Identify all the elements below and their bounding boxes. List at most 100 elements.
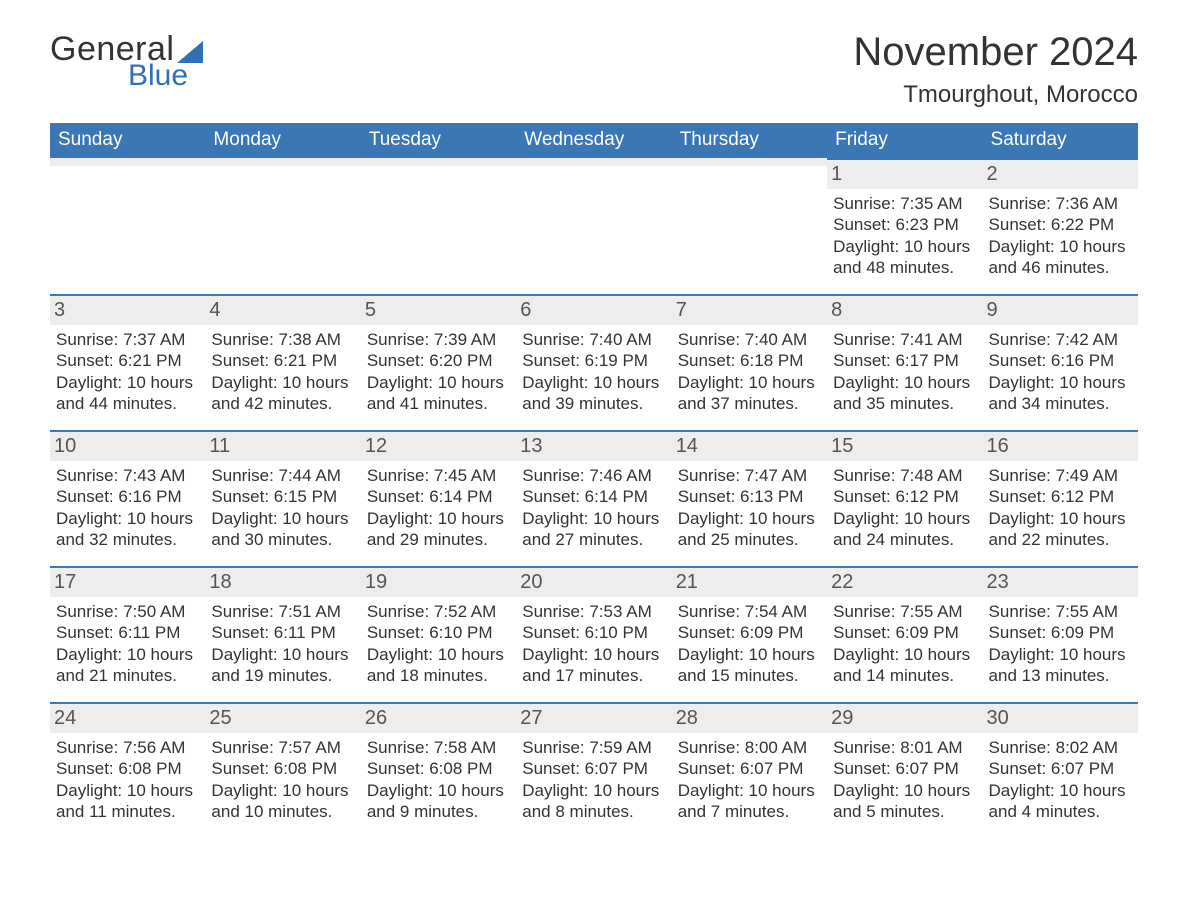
daynum-strip: 10 <box>50 430 205 461</box>
sunset-line: Sunset: 6:21 PM <box>211 350 354 371</box>
calendar-cell: 10Sunrise: 7:43 AMSunset: 6:16 PMDayligh… <box>50 430 205 566</box>
day-number: 16 <box>987 435 1009 457</box>
cell-body: Sunrise: 7:40 AMSunset: 6:19 PMDaylight:… <box>522 329 665 414</box>
daylight-line: Daylight: 10 hours and 30 minutes. <box>211 508 354 551</box>
daynum-strip: 20 <box>516 566 671 597</box>
daynum-strip: 22 <box>827 566 982 597</box>
daylight-line: Daylight: 10 hours and 19 minutes. <box>211 644 354 687</box>
sunrise-line: Sunrise: 7:48 AM <box>833 465 976 486</box>
sunrise-line: Sunrise: 7:52 AM <box>367 601 510 622</box>
cell-body: Sunrise: 7:40 AMSunset: 6:18 PMDaylight:… <box>678 329 821 414</box>
calendar-cell: 21Sunrise: 7:54 AMSunset: 6:09 PMDayligh… <box>672 566 827 702</box>
sunrise-line: Sunrise: 7:40 AM <box>522 329 665 350</box>
cell-body: Sunrise: 7:44 AMSunset: 6:15 PMDaylight:… <box>211 465 354 550</box>
cell-body: Sunrise: 7:36 AMSunset: 6:22 PMDaylight:… <box>989 193 1132 278</box>
sunrise-line: Sunrise: 7:55 AM <box>833 601 976 622</box>
daynum-strip: 18 <box>205 566 360 597</box>
daynum-strip: 26 <box>361 702 516 733</box>
daynum-strip: 3 <box>50 294 205 325</box>
day-number: 18 <box>209 571 231 593</box>
daynum-strip: 2 <box>983 158 1138 189</box>
day-number: 29 <box>831 707 853 729</box>
daynum-strip <box>672 158 827 166</box>
day-number: 7 <box>676 299 687 321</box>
calendar-cell: 30Sunrise: 8:02 AMSunset: 6:07 PMDayligh… <box>983 702 1138 838</box>
cell-body: Sunrise: 7:59 AMSunset: 6:07 PMDaylight:… <box>522 737 665 822</box>
sunset-line: Sunset: 6:14 PM <box>522 486 665 507</box>
calendar-cell: 28 Sunrise: 8:00 AMSunset: 6:07 PMDayligh… <box>672 702 827 838</box>
calendar-cell <box>205 158 360 294</box>
sunrise-line: Sunrise: 7:37 AM <box>56 329 199 350</box>
day-header-saturday: Saturday <box>983 123 1138 158</box>
calendar-cell: 15Sunrise: 7:48 AMSunset: 6:12 PMDayligh… <box>827 430 982 566</box>
daynum-strip: 9 <box>983 294 1138 325</box>
sunrise-line: Sunrise: 7:44 AM <box>211 465 354 486</box>
sunrise-line: Sunrise: 7:38 AM <box>211 329 354 350</box>
calendar-cell: 4Sunrise: 7:38 AMSunset: 6:21 PMDaylight… <box>205 294 360 430</box>
cell-body: Sunrise: 7:46 AMSunset: 6:14 PMDaylight:… <box>522 465 665 550</box>
day-number: 17 <box>54 571 76 593</box>
sunrise-line: Sunrise: 7:35 AM <box>833 193 976 214</box>
day-number: 25 <box>209 707 231 729</box>
calendar-cell: 9Sunrise: 7:42 AMSunset: 6:16 PMDaylight… <box>983 294 1138 430</box>
cell-body: Sunrise: 7:55 AMSunset: 6:09 PMDaylight:… <box>833 601 976 686</box>
cell-body: Sunrise: 7:58 AMSunset: 6:08 PMDaylight:… <box>367 737 510 822</box>
day-header-monday: Monday <box>205 123 360 158</box>
day-header-tuesday: Tuesday <box>361 123 516 158</box>
cell-body: Sunrise: 7:47 AMSunset: 6:13 PMDaylight:… <box>678 465 821 550</box>
cell-body: Sunrise: 7:51 AMSunset: 6:11 PMDaylight:… <box>211 601 354 686</box>
sunset-line: Sunset: 6:17 PM <box>833 350 976 371</box>
daylight-line: Daylight: 10 hours and 5 minutes. <box>833 780 976 823</box>
daylight-line: Daylight: 10 hours and 9 minutes. <box>367 780 510 823</box>
calendar-cell: 2 Sunrise: 7:36 AMSunset: 6:22 PMDaylight… <box>983 158 1138 294</box>
sunrise-line: Sunrise: 7:46 AM <box>522 465 665 486</box>
week-row: 10Sunrise: 7:43 AMSunset: 6:16 PMDayligh… <box>50 430 1138 566</box>
calendar-cell: 11Sunrise: 7:44 AMSunset: 6:15 PMDayligh… <box>205 430 360 566</box>
sunrise-line: Sunrise: 7:39 AM <box>367 329 510 350</box>
sunrise-line: Sunrise: 7:49 AM <box>989 465 1132 486</box>
calendar-cell: 27Sunrise: 7:59 AMSunset: 6:07 PMDayligh… <box>516 702 671 838</box>
daynum-strip: 19 <box>361 566 516 597</box>
day-number: 30 <box>987 707 1009 729</box>
calendar-cell: 1Sunrise: 7:35 AMSunset: 6:23 PMDaylight… <box>827 158 982 294</box>
daynum-strip: 6 <box>516 294 671 325</box>
week-row: 1Sunrise: 7:35 AMSunset: 6:23 PMDaylight… <box>50 158 1138 294</box>
weeks-container: 1Sunrise: 7:35 AMSunset: 6:23 PMDaylight… <box>50 158 1138 838</box>
sunset-line: Sunset: 6:08 PM <box>367 758 510 779</box>
month-title: November 2024 <box>853 30 1138 75</box>
day-number: 15 <box>831 435 853 457</box>
sunrise-line: Sunrise: 7:45 AM <box>367 465 510 486</box>
daylight-line: Daylight: 10 hours and 39 minutes. <box>522 372 665 415</box>
sunrise-line: Sunrise: 8:02 AM <box>989 737 1132 758</box>
sunrise-line: Sunrise: 7:47 AM <box>678 465 821 486</box>
daynum-strip: 15 <box>827 430 982 461</box>
day-header-row: Sunday Monday Tuesday Wednesday Thursday… <box>50 123 1138 158</box>
daynum-strip: 7 <box>672 294 827 325</box>
daynum-strip: 30 <box>983 702 1138 733</box>
day-number: 22 <box>831 571 853 593</box>
daynum-strip: 8 <box>827 294 982 325</box>
sunset-line: Sunset: 6:14 PM <box>367 486 510 507</box>
sunset-line: Sunset: 6:23 PM <box>833 214 976 235</box>
calendar-cell: 7 Sunrise: 7:40 AMSunset: 6:18 PMDaylight… <box>672 294 827 430</box>
sunrise-line: Sunrise: 7:51 AM <box>211 601 354 622</box>
cell-body: Sunrise: 7:56 AMSunset: 6:08 PMDaylight:… <box>56 737 199 822</box>
daylight-line: Daylight: 10 hours and 7 minutes. <box>678 780 821 823</box>
day-number: 19 <box>365 571 387 593</box>
logo: General Blue <box>50 30 203 93</box>
daynum-strip: 23 <box>983 566 1138 597</box>
cell-body: Sunrise: 8:00 AMSunset: 6:07 PMDaylight:… <box>678 737 821 822</box>
title-block: November 2024 Tmourghout, Morocco <box>853 30 1138 109</box>
daylight-line: Daylight: 10 hours and 27 minutes. <box>522 508 665 551</box>
cell-body: Sunrise: 7:45 AMSunset: 6:14 PMDaylight:… <box>367 465 510 550</box>
week-row: 3 Sunrise: 7:37 AM Sunset: 6:21 PM Daylight… <box>50 294 1138 430</box>
daynum-strip: 28 <box>672 702 827 733</box>
daylight-line: Daylight: 10 hours and 41 minutes. <box>367 372 510 415</box>
logo-text-blue: Blue <box>128 59 203 93</box>
sunset-line: Sunset: 6:07 PM <box>989 758 1132 779</box>
daynum-strip <box>50 158 205 166</box>
daynum-strip <box>516 158 671 166</box>
sunrise-line: Sunrise: 7:55 AM <box>989 601 1132 622</box>
daylight-line: Daylight: 10 hours and 37 minutes. <box>678 372 821 415</box>
day-number: 23 <box>987 571 1009 593</box>
